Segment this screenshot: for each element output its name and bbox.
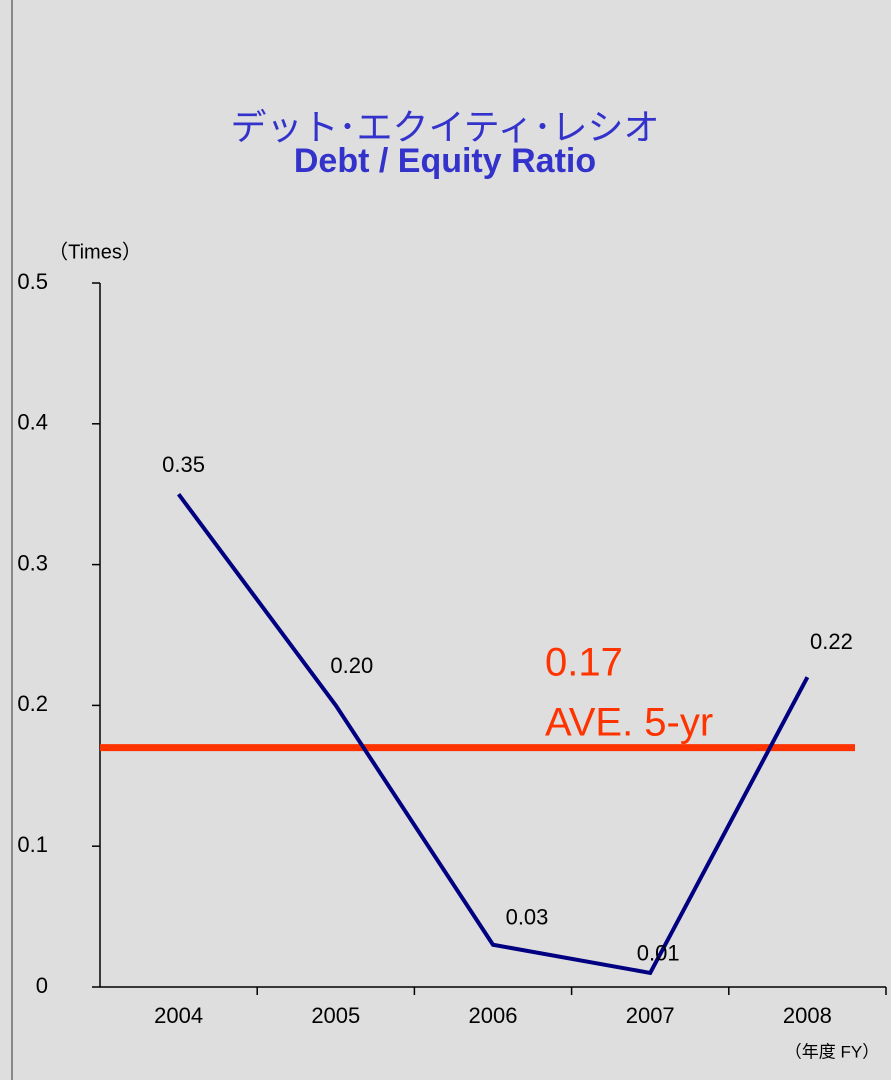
average-label: 0.17: [545, 641, 623, 685]
y-tick-label: 0.5: [17, 269, 48, 294]
y-tick-label: 0.4: [17, 410, 48, 435]
x-tick-label: 2007: [626, 1003, 675, 1028]
y-tick-label: 0.3: [17, 550, 48, 575]
chart-subtitle: Debt / Equity Ratio: [294, 142, 596, 180]
data-label: 0.03: [506, 905, 549, 930]
y-tick-label: 0.1: [17, 832, 48, 857]
y-axis-label: （Times）: [48, 240, 142, 263]
x-tick-label: 2005: [311, 1003, 360, 1028]
average-text: AVE. 5-yr: [545, 701, 713, 745]
chart-title: デット･エクイティ･レシオ: [230, 107, 659, 148]
data-label: 0.35: [162, 452, 205, 477]
y-tick-label: 0.2: [17, 691, 48, 716]
data-label: 0.22: [810, 629, 853, 654]
data-label: 0.20: [330, 653, 373, 678]
x-tick-label: 2004: [154, 1003, 203, 1028]
data-line: [176, 493, 810, 976]
data-label: 0.01: [637, 941, 680, 966]
x-tick-label: 2006: [469, 1003, 518, 1028]
y-tick-label: 0: [36, 973, 48, 998]
x-tick-label: 2008: [783, 1003, 832, 1028]
x-axis-label: （年度 FY）: [785, 1042, 879, 1061]
